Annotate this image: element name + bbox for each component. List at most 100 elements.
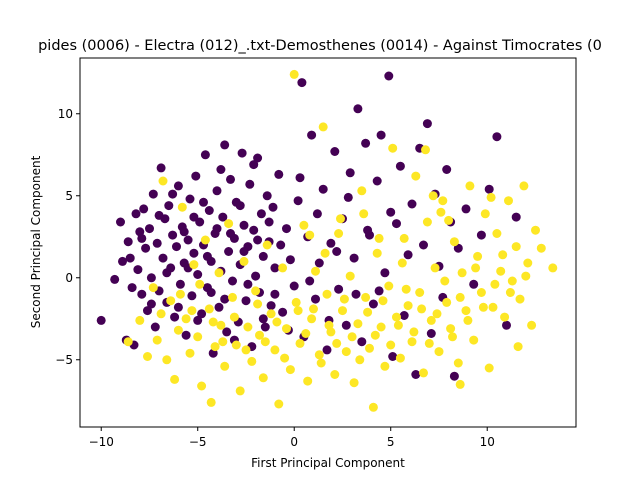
scatter-point <box>270 289 280 299</box>
scatter-point <box>419 368 428 378</box>
scatter-point <box>158 253 168 263</box>
scatter-point <box>123 237 133 247</box>
scatter-point <box>500 312 510 322</box>
scatter-point <box>415 288 425 297</box>
scatter-point <box>253 299 263 309</box>
scatter-point <box>177 202 187 212</box>
scatter-point <box>513 342 523 352</box>
scatter-point <box>322 345 332 355</box>
scatter-point <box>127 283 137 293</box>
scatter-point <box>368 402 378 412</box>
scatter-point <box>235 386 245 396</box>
scatter-point <box>395 161 405 171</box>
scatter-point <box>222 327 232 337</box>
scatter-point <box>392 219 401 229</box>
scatter-point <box>118 256 127 266</box>
scatter-point <box>504 196 513 206</box>
scatter-point <box>334 229 344 238</box>
scatter-point <box>424 338 434 348</box>
scatter-point <box>386 207 396 217</box>
scatter-point <box>299 220 309 230</box>
scatter-point <box>235 201 245 211</box>
x-tick-label: 10 <box>480 435 495 449</box>
scatter-point <box>280 353 290 363</box>
scatter-point <box>264 217 274 227</box>
scatter-point <box>374 233 384 243</box>
scatter-point <box>208 317 218 327</box>
scatter-point <box>276 240 286 250</box>
scatter-point <box>488 302 498 312</box>
scatter-point <box>384 281 394 291</box>
scatter-point <box>355 355 365 365</box>
scatter-point <box>282 324 291 334</box>
scatter-point <box>490 279 500 289</box>
scatter-point <box>110 274 120 284</box>
scatter-point <box>189 248 199 258</box>
scatter-point <box>145 224 154 234</box>
scatter-point <box>212 186 222 196</box>
scatter-point <box>260 322 270 332</box>
scatter-point <box>168 189 178 199</box>
scatter-point <box>502 320 511 330</box>
scatter-point <box>461 306 471 316</box>
scatter-point <box>426 329 436 338</box>
scatter-point <box>245 179 255 189</box>
scatter-point <box>175 279 185 289</box>
scatter-point <box>307 314 317 324</box>
scatter-point <box>197 309 207 319</box>
y-tick-label: 0 <box>65 271 73 285</box>
scatter-point <box>251 286 261 296</box>
scatter-point <box>204 304 214 314</box>
scatter-point <box>388 352 398 361</box>
scatter-point <box>515 294 525 304</box>
scatter-point <box>278 307 288 317</box>
scatter-point <box>185 194 195 204</box>
scatter-point <box>334 284 344 294</box>
scatter-point <box>218 212 228 222</box>
scatter-point <box>137 289 147 299</box>
scatter-point <box>214 268 224 278</box>
scatter-point <box>131 209 141 219</box>
scatter-point <box>200 150 210 160</box>
scatter-point <box>519 181 529 191</box>
scatter-point <box>455 292 465 302</box>
scatter-point <box>363 225 373 235</box>
scatter-point <box>255 330 264 340</box>
scatter-point <box>195 279 205 289</box>
scatter-point <box>536 243 546 253</box>
scatter-point <box>353 104 363 114</box>
scatter-point <box>289 281 299 291</box>
scatter-point <box>143 306 152 316</box>
scatter-point <box>318 122 328 132</box>
scatter-point <box>434 347 444 357</box>
scatter-point <box>349 253 359 263</box>
scatter-point <box>347 332 357 342</box>
scatter-point <box>419 240 428 250</box>
scatter-point <box>187 291 197 301</box>
x-axis-ticks: −10 −5 0 5 10 <box>89 427 495 449</box>
scatter-point <box>476 288 486 297</box>
scatter-point <box>380 361 390 371</box>
scatter-point <box>143 352 152 361</box>
scatter-point <box>249 160 259 170</box>
scatter-point <box>239 247 249 256</box>
scatter-point <box>148 189 158 199</box>
scatter-point <box>175 289 185 299</box>
scatter-point <box>314 258 324 268</box>
scatter-point <box>206 288 216 297</box>
scatter-point <box>527 320 537 330</box>
scatter-point <box>170 312 180 322</box>
scatter-point <box>183 235 193 245</box>
x-axis-label: First Principal Component <box>251 456 405 470</box>
scatter-point <box>436 207 446 217</box>
scatter-point <box>469 335 479 345</box>
scatter-point <box>376 130 386 140</box>
y-tick-label: −5 <box>55 353 73 367</box>
scatter-point <box>492 229 502 238</box>
scatter-point <box>251 271 261 281</box>
scatter-point <box>392 312 401 322</box>
scatter-point <box>266 301 276 311</box>
scatter-point <box>307 130 317 140</box>
scatter-point <box>511 212 521 222</box>
scatter-point <box>318 184 328 194</box>
